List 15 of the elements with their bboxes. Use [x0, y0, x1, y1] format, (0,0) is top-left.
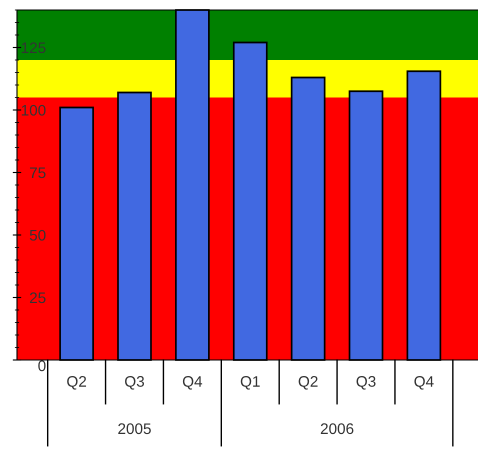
x-tick-label: Q4	[182, 376, 202, 390]
text: 2005	[118, 423, 151, 434]
x-tick-label: Q3	[125, 376, 144, 390]
x-tick-label: Q4	[414, 376, 434, 390]
y-tick-label: 75	[30, 168, 46, 178]
text: 2006	[320, 423, 354, 434]
y-tick-label: 125	[22, 42, 46, 54]
x-tick-label: Q3	[356, 376, 376, 390]
x-tick-label: Q1	[240, 376, 260, 390]
y-tick-label: 100	[22, 104, 46, 116]
y-tick-label: 25	[30, 292, 46, 304]
x-tick-label: Q2	[67, 376, 86, 390]
x-tick-label: Q2	[298, 376, 318, 390]
y-tick-label: 50	[30, 230, 46, 241]
y-tick-label: 0	[38, 360, 46, 372]
